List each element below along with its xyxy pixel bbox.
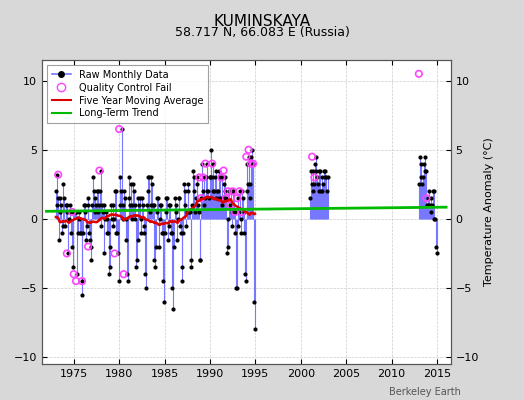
Legend: Raw Monthly Data, Quality Control Fail, Five Year Moving Average, Long-Term Tren: Raw Monthly Data, Quality Control Fail, … <box>47 65 208 123</box>
Text: Berkeley Earth: Berkeley Earth <box>389 387 461 397</box>
Point <box>115 126 123 132</box>
Point <box>228 188 237 194</box>
Point <box>231 209 239 215</box>
Point <box>199 174 208 181</box>
Point <box>196 195 205 201</box>
Point <box>95 167 104 174</box>
Point <box>247 160 255 167</box>
Point <box>195 174 203 181</box>
Point <box>78 278 86 284</box>
Text: 58.717 N, 66.083 E (Russia): 58.717 N, 66.083 E (Russia) <box>174 26 350 39</box>
Point <box>217 174 225 181</box>
Point <box>63 250 71 257</box>
Point <box>220 167 228 174</box>
Point <box>242 154 250 160</box>
Point <box>72 278 80 284</box>
Point <box>233 195 242 201</box>
Text: KUMINSKAYA: KUMINSKAYA <box>213 14 311 29</box>
Point <box>208 160 216 167</box>
Point <box>111 250 119 257</box>
Point <box>68 209 77 215</box>
Point <box>119 271 128 277</box>
Point <box>201 160 210 167</box>
Point <box>308 154 316 160</box>
Point <box>84 243 92 250</box>
Point <box>237 209 246 215</box>
Point <box>422 195 431 201</box>
Y-axis label: Temperature Anomaly (°C): Temperature Anomaly (°C) <box>484 138 495 286</box>
Point <box>70 271 78 277</box>
Point <box>222 195 230 201</box>
Point <box>244 147 253 153</box>
Point <box>414 71 423 77</box>
Point <box>226 202 235 208</box>
Point <box>235 188 244 194</box>
Point <box>224 188 232 194</box>
Point <box>54 172 62 178</box>
Point <box>310 174 319 181</box>
Point <box>249 160 257 167</box>
